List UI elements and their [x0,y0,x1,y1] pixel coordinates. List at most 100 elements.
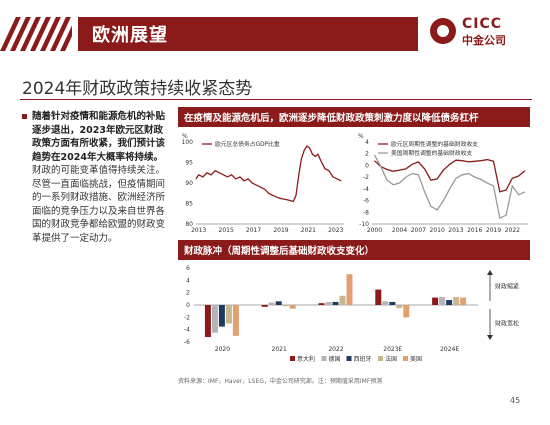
bar [289,305,296,309]
x-tick-label: 2021 [301,227,316,234]
bar [275,301,282,305]
bar [325,301,332,305]
bar [346,274,353,305]
bottom-panel-title: 财政脉冲（周期性调整后基础财政收支变化） [178,240,530,260]
bar [389,301,396,305]
y-tick-label: 100 [182,139,194,146]
bar [268,302,275,305]
series-line [195,145,342,203]
y-tick-label: 2 [365,151,369,158]
x-tick-label: 2004 [392,227,407,234]
debt-gdp-chart: % 80 85 90 95 100 2013 2015 2017 2019 2021 2023 欧元区总… [182,133,344,234]
bar [382,301,389,305]
legend-label: 美国周期性调整的基础财政收支 [391,149,472,157]
y-tick-label: 80 [185,221,193,228]
bar [446,300,453,305]
bar [432,297,439,305]
logo-en-text: CICC [462,16,503,32]
series-line [373,154,526,220]
x-tick-label: 2024E [440,346,459,353]
bullet-icon [22,114,27,119]
logo-cn-text: 中金公司 [462,34,506,47]
y-tick-label: 2 [186,290,190,297]
x-tick-label: 2023E [383,346,402,353]
legend-label: 法国 [385,355,397,363]
y-tick-label: -8 [363,209,369,216]
header-bar [78,17,418,51]
y-tick-label: 4 [365,139,369,146]
bar [375,289,382,305]
x-tick-label: 2023 [328,227,343,234]
x-tick-label: 2019 [273,227,288,234]
x-tick-label: 2019 [486,227,501,234]
divider [20,99,532,100]
bar [282,305,289,307]
y-tick-label: -6 [184,339,190,346]
x-tick-label: 2007 [411,227,426,234]
legend-label: 欧元区周期性调整的基础财政收支 [391,140,478,148]
page-subtitle: 2024年财政政策持续收紧态势 [22,79,253,99]
legend-swatch [321,356,327,361]
y-tick-label: -2 [363,174,369,181]
bar [218,305,225,327]
bar [232,305,239,336]
y-tick-label: 85 [185,201,193,208]
y-tick-label: -2 [184,314,190,321]
annotation-up: 财政缩紧 [495,283,519,291]
bar [396,305,403,309]
bar [453,296,460,305]
legend-label: 欧元区总债务占GDP比重 [215,140,280,148]
x-tick-label: 2013 [191,227,206,234]
y-tick-label: 0 [186,302,190,309]
legend-label: 西班牙 [354,355,372,363]
y-unit-label: % [358,133,364,140]
bar [339,295,346,305]
source-note: 资料来源：IMF，Haver，LSEG，中金公司研究部。注：预期值采用IMF预测 [178,378,383,385]
section-title: 欧洲展望 [92,25,168,46]
series-line [374,158,526,193]
legend-label: 德国 [329,355,341,363]
down-arrow-icon [487,335,493,340]
legend-swatch [378,356,383,361]
y-tick-label: -4 [184,327,190,334]
y-tick-label: 4 [186,277,190,284]
bullet-paragraph: 随着针对疫情和能源危机的补贴逐步退出，2023年欧元区财政政策方面有所收紧，我们… [22,110,172,245]
bullet-normal: 财政的可能变革值得持续关注。尽管一直面临挑战，但疫情期间的一系列财政措施、欧洲经… [32,165,166,244]
header: 欧洲展望 CICC 中金公司 [0,0,550,56]
legend-label: 意大利 [297,355,315,363]
x-tick-label: 2000 [367,227,382,234]
bar [403,305,410,318]
bar [439,296,446,305]
y-tick-label: 95 [185,160,193,167]
fiscal-impulse-chart: -6 -4 -2 0 2 4 6 2020 2021 2022 2023E 2024E 意大利 德国 西班牙… [184,265,519,363]
x-tick-label: 2016 [467,227,482,234]
bar [332,301,339,305]
bar [261,305,268,307]
legend-swatch [403,356,408,361]
y-tick-label: 90 [185,180,193,187]
x-tick-label: 2020 [215,346,230,353]
bar [318,303,325,305]
bullet-bold: 随着针对疫情和能源危机的补贴逐步退出，2023年欧元区财政政策方面有所收紧，我们… [32,111,166,163]
x-tick-label: 2021 [272,346,287,353]
y-tick-label: -6 [363,198,369,205]
annotation-down: 财政宽松 [495,320,519,328]
y-tick-label: -10 [359,221,369,228]
legend-swatch [290,356,295,361]
up-arrow-icon [487,270,493,275]
x-tick-label: 2010 [430,227,445,234]
x-tick-label: 2022 [505,227,520,234]
y-tick-label: 6 [186,265,190,272]
page-number: 45 [510,396,521,405]
fiscal-balance-chart: % -10 -8 -6 -4 -2 0 2 4 2000 2004 2007 2010 2013 2016 2… [358,133,528,234]
y-tick-label: -4 [363,186,369,193]
x-tick-label: 2017 [246,227,261,234]
header-stripes [0,17,72,51]
legend-swatch [346,356,352,361]
bar [204,305,211,338]
bar [225,305,232,324]
company-logo: CICC 中金公司 [430,14,540,54]
x-tick-label: 2013 [448,227,463,234]
y-tick-label: 0 [365,162,369,169]
x-tick-label: 2015 [219,227,234,234]
